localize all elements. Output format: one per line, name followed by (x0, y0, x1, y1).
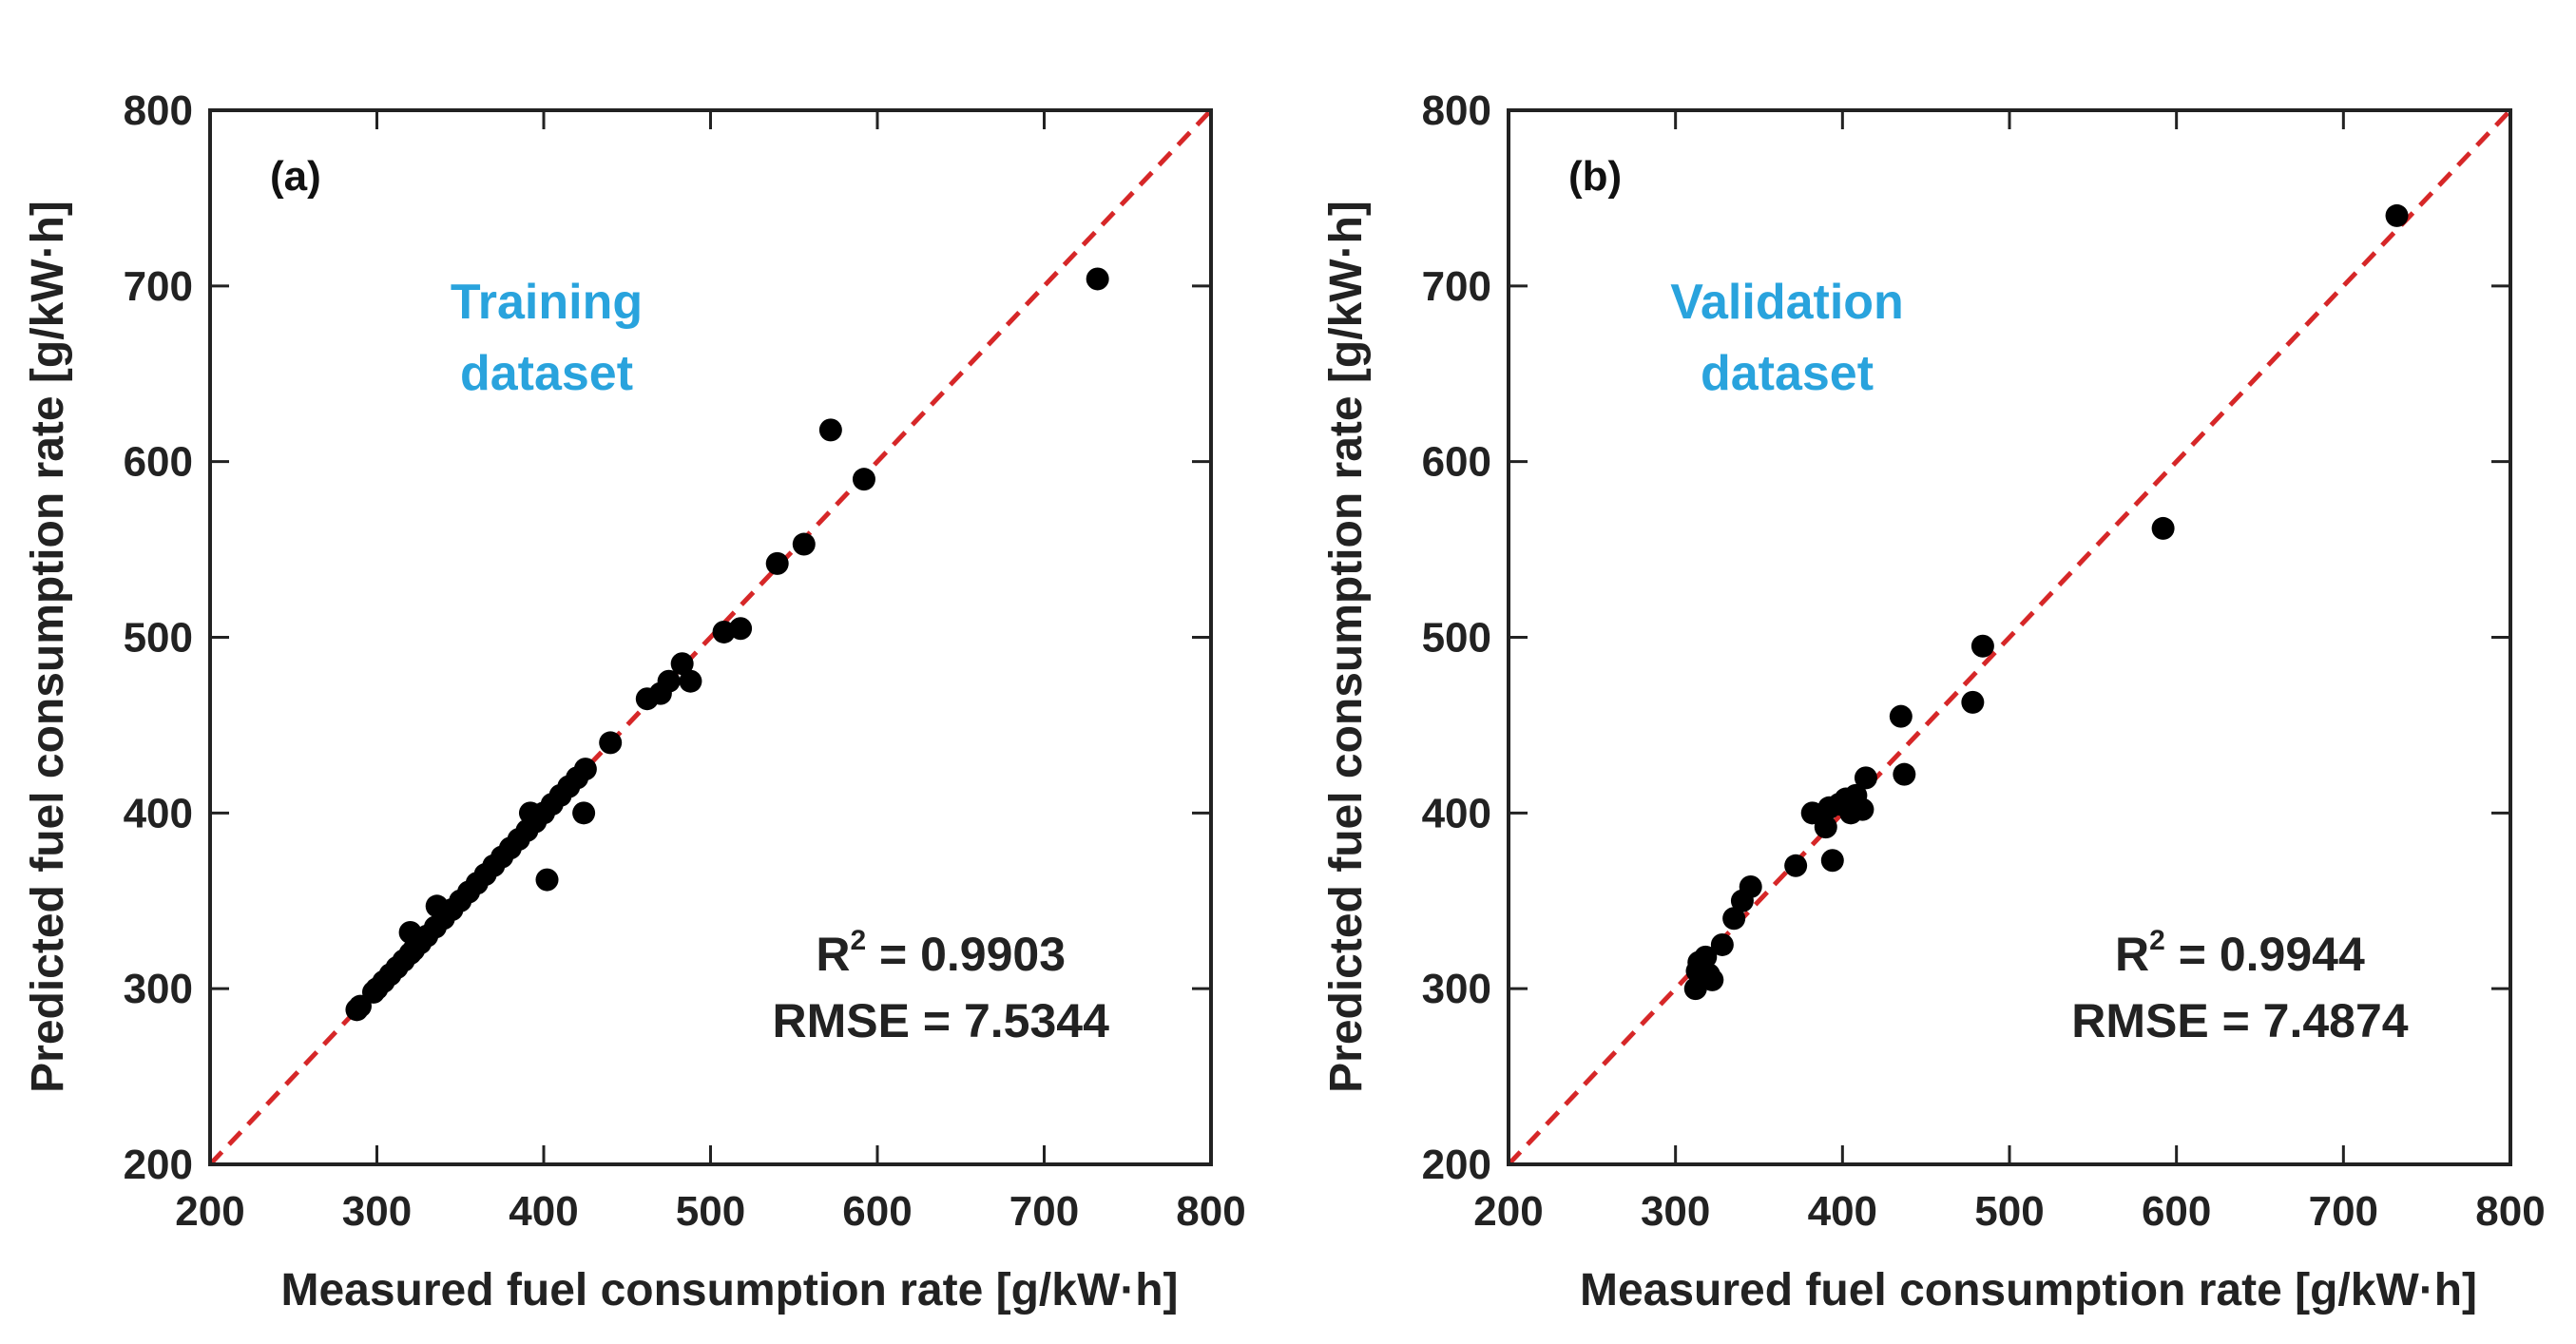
panel-label: (b) (1568, 153, 1622, 200)
x-tick-label: 500 (676, 1188, 745, 1235)
panel-label: (a) (270, 153, 321, 200)
data-point (1854, 766, 1877, 790)
data-point (1820, 849, 1844, 873)
plot-frame (208, 108, 1213, 1166)
data-point (1722, 907, 1746, 931)
y-tick-label: 700 (124, 263, 193, 310)
data-point (792, 532, 816, 556)
r-squared-label: R2 = 0.9903 (816, 925, 1066, 981)
dataset-label-line2: dataset (460, 346, 633, 401)
y-tick-label: 400 (1422, 790, 1491, 836)
data-point (573, 758, 597, 781)
data-point (765, 551, 789, 575)
y-tick-label: 400 (124, 790, 193, 836)
y-tick-label: 200 (1422, 1142, 1491, 1188)
y-tick-label: 300 (1422, 966, 1491, 1012)
x-tick-label: 800 (2475, 1188, 2545, 1235)
y-tick-label: 200 (124, 1142, 193, 1188)
data-point (852, 468, 875, 491)
data-point (1694, 945, 1718, 969)
y-tick-label: 300 (124, 966, 193, 1012)
r-squared-label: R2 = 0.9944 (2115, 925, 2365, 981)
x-tick-label: 200 (1473, 1188, 1543, 1235)
data-point (657, 669, 681, 693)
y-tick-label: 700 (1422, 263, 1491, 310)
data-point (1961, 690, 1985, 714)
y-axis-title: Predicted fuel consumption rate [g/kW·h] (1321, 201, 1372, 1093)
x-tick-label: 300 (1641, 1188, 1710, 1235)
data-point (1086, 267, 1109, 291)
x-tick-label: 500 (1974, 1188, 2044, 1235)
data-point (1739, 874, 1762, 898)
data-point (572, 801, 596, 825)
y-tick-label: 500 (124, 615, 193, 662)
data-point (535, 868, 559, 892)
x-axis-title: Measured fuel consumption rate [g/kW·h] (1580, 1265, 2477, 1315)
data-point (1814, 816, 1837, 839)
y-axis-title: Predicted fuel consumption rate [g/kW·h] (23, 201, 73, 1093)
data-point (1889, 704, 1913, 728)
y-tick-label: 600 (1422, 439, 1491, 486)
y-tick-label: 800 (124, 87, 193, 134)
data-point (729, 617, 753, 641)
data-point (1970, 634, 1994, 658)
data-point (818, 418, 842, 442)
data-point (2385, 203, 2409, 227)
data-point (1893, 762, 1916, 786)
x-tick-label: 700 (1009, 1188, 1079, 1235)
data-point (1710, 932, 1734, 956)
y-tick-label: 500 (1422, 615, 1491, 662)
rmse-label: RMSE = 7.4874 (2071, 994, 2409, 1047)
data-point (398, 921, 422, 945)
data-point (1701, 968, 1724, 991)
dataset-label-line1: Training (451, 275, 643, 330)
data-point (425, 894, 449, 918)
data-point (1851, 797, 1874, 821)
x-tick-label: 600 (842, 1188, 912, 1235)
identity-line (1507, 108, 2512, 1166)
x-tick-label: 700 (2309, 1188, 2378, 1235)
dataset-label-line1: Validation (1670, 275, 1904, 330)
dataset-label-line2: dataset (1701, 346, 1874, 401)
x-tick-label: 300 (342, 1188, 412, 1235)
y-tick-label: 800 (1422, 87, 1491, 134)
data-point (599, 731, 623, 755)
data-point (1784, 854, 1808, 877)
x-tick-label: 800 (1176, 1188, 1245, 1235)
data-point (679, 669, 702, 693)
data-point (2151, 516, 2175, 540)
x-tick-label: 600 (2142, 1188, 2211, 1235)
y-tick-label: 600 (124, 439, 193, 486)
plot-frame (1507, 108, 2512, 1166)
x-tick-label: 400 (1808, 1188, 1877, 1235)
data-point (518, 801, 542, 825)
identity-line (208, 108, 1213, 1166)
rmse-label: RMSE = 7.5344 (773, 994, 1110, 1047)
data-point (670, 652, 694, 676)
x-tick-label: 200 (175, 1188, 244, 1235)
x-axis-title: Measured fuel consumption rate [g/kW·h] (280, 1265, 1178, 1315)
x-tick-label: 400 (509, 1188, 578, 1235)
